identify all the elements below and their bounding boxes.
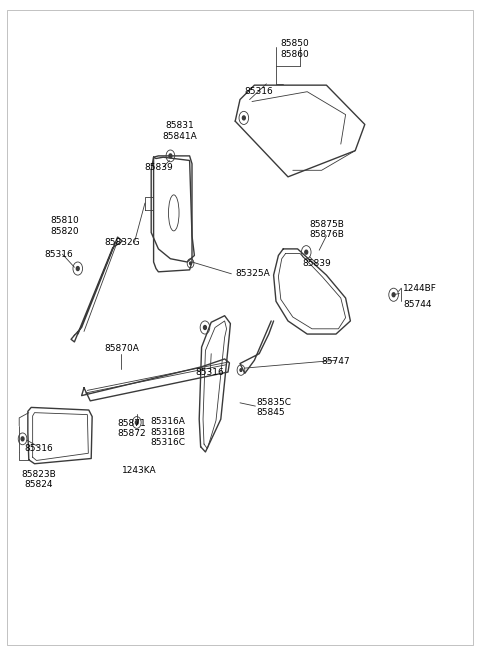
Text: 85744: 85744 — [403, 300, 432, 309]
Circle shape — [240, 369, 242, 371]
Circle shape — [21, 437, 24, 441]
Text: 85316: 85316 — [196, 367, 225, 377]
Circle shape — [242, 116, 245, 120]
Text: 85316: 85316 — [245, 87, 274, 96]
Text: 85832G: 85832G — [105, 238, 140, 247]
Text: 85831
85841A: 85831 85841A — [163, 121, 197, 141]
Text: 85839: 85839 — [144, 162, 173, 172]
Circle shape — [190, 262, 192, 265]
Circle shape — [169, 154, 172, 158]
Text: 85875B
85876B: 85875B 85876B — [309, 219, 344, 239]
Text: 85839: 85839 — [302, 259, 331, 269]
Text: 1244BF: 1244BF — [403, 284, 437, 293]
Text: 85871
85872: 85871 85872 — [118, 419, 146, 438]
Text: 85747: 85747 — [322, 357, 350, 366]
Text: 85325A: 85325A — [235, 269, 270, 278]
Text: 85835C
85845: 85835C 85845 — [257, 398, 292, 417]
Text: 85870A: 85870A — [104, 344, 139, 353]
Text: 85316A
85316B
85316C: 85316A 85316B 85316C — [151, 417, 185, 447]
Circle shape — [76, 267, 79, 271]
Text: 85316: 85316 — [44, 250, 73, 259]
Circle shape — [305, 250, 308, 254]
Text: 85850
85860: 85850 85860 — [281, 39, 310, 59]
Circle shape — [204, 326, 206, 329]
Text: 85823B
85824: 85823B 85824 — [21, 470, 56, 489]
Circle shape — [135, 421, 138, 424]
Circle shape — [392, 293, 395, 297]
Text: 1243KA: 1243KA — [122, 466, 156, 475]
Text: 85316: 85316 — [24, 443, 53, 453]
Text: 85810
85820: 85810 85820 — [50, 216, 79, 236]
